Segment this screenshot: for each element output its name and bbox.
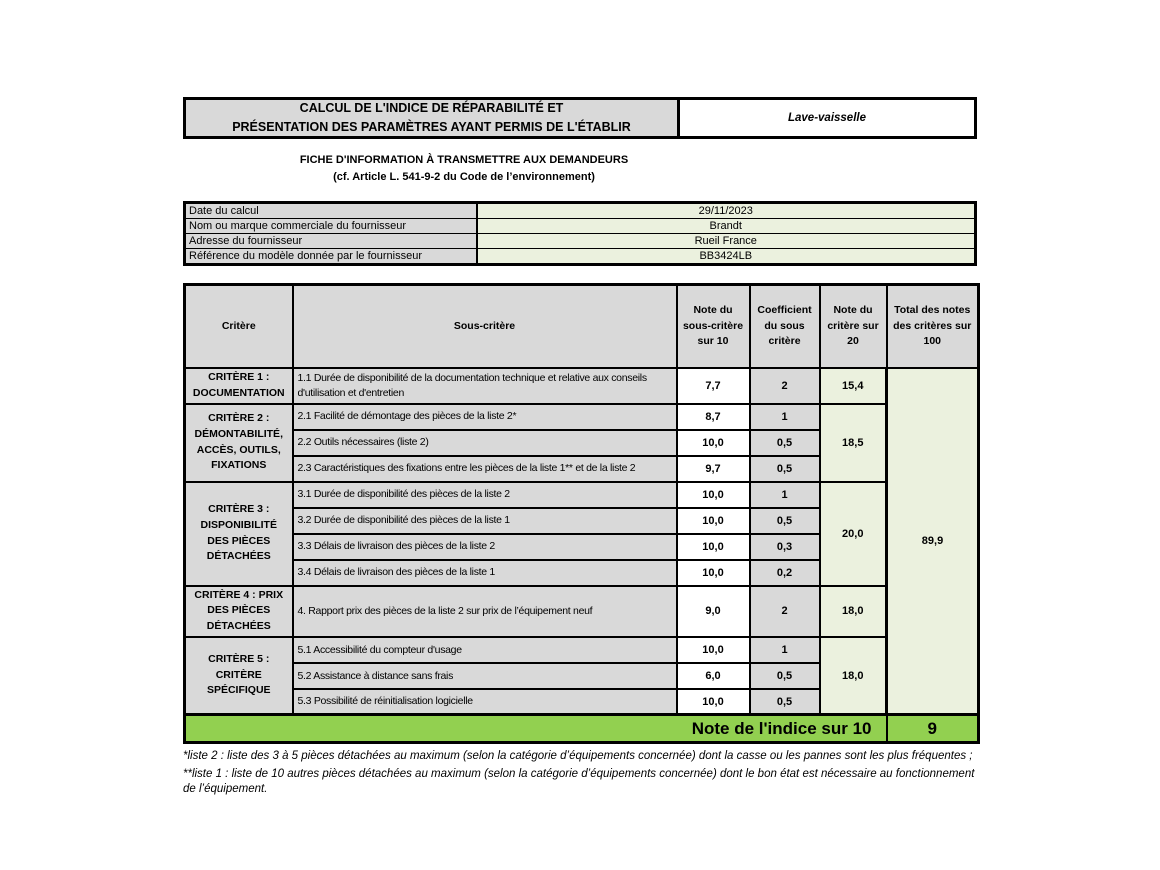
table-row: CRITÈRE 4 : PRIX DES PIÈCES DÉTACHÉES 4.… — [183, 584, 979, 638]
note10-5-1: 10,0 — [675, 635, 751, 664]
document-title-line1: CALCUL DE L'INDICE DE RÉPARABILITÉ ET — [299, 101, 564, 116]
table-row: CRITÈRE 3 : DISPONIBILITÉ DES PIÈCES DÉT… — [183, 480, 979, 587]
table-row: CRITÈRE 5 : CRITÈRE SPÉCIFIQUE 5.1 Acces… — [183, 635, 979, 716]
coeff-2-2: 0,5 — [748, 429, 821, 457]
subtitle-line2: (cf. Article L. 541-9-2 du Code de l’env… — [333, 170, 595, 183]
total-score-100: 89,9 — [885, 366, 980, 716]
coeff-3-3: 0,3 — [748, 533, 821, 561]
subcriterion-3-2: 3.2 Durée de disponibilité des pièces de… — [291, 507, 678, 535]
criterion-5-label: CRITÈRE 5 : CRITÈRE SPÉCIFIQUE — [183, 635, 294, 716]
info-label-model: Référence du modèle donnée par le fourni… — [184, 248, 478, 265]
note10-5-2: 6,0 — [675, 662, 751, 690]
info-row-brand: Nom ou marque commerciale du fournisseur… — [184, 218, 976, 234]
coeff-5-2: 0,5 — [748, 662, 821, 690]
subcriterion-5-2: 5.2 Assistance à distance sans frais — [291, 662, 678, 690]
subcriterion-2-2: 2.2 Outils nécessaires (liste 2) — [291, 429, 678, 457]
subcriterion-1-1: 1.1 Durée de disponibilité de la documen… — [291, 366, 678, 405]
note20-criterion-4: 18,0 — [818, 584, 888, 638]
coeff-2-3: 0,5 — [748, 455, 821, 483]
subcriterion-3-4: 3.4 Délais de livraison des pièces de la… — [291, 559, 678, 587]
coeff-3-2: 0,5 — [748, 507, 821, 535]
criteria-table-header-row: Critère Sous-critère Note du sous-critèr… — [183, 283, 980, 369]
table-row: CRITÈRE 2 : DÉMONTABILITÉ, ACCÈS, OUTILS… — [183, 402, 979, 483]
coeff-2-1: 1 — [748, 402, 821, 431]
header-criterion: Critère — [183, 283, 294, 369]
footnote-liste2: *liste 2 : liste des 3 à 5 pièces détach… — [183, 750, 973, 763]
info-row-date: Date du calcul 29/11/2023 — [184, 202, 976, 219]
subcriterion-2-1: 2.1 Facilité de démontage des pièces de … — [291, 402, 678, 431]
criterion-3-label: CRITÈRE 3 : DISPONIBILITÉ DES PIÈCES DÉT… — [183, 480, 294, 587]
criteria-table: Critère Sous-critère Note du sous-critèr… — [183, 283, 980, 745]
info-value-date: 29/11/2023 — [476, 202, 976, 219]
supplier-info-table: Date du calcul 29/11/2023 Nom ou marque … — [183, 201, 977, 266]
subtitle: FICHE D'INFORMATION À TRANSMETTRE AUX DE… — [183, 152, 745, 184]
note10-5-3: 10,0 — [675, 688, 751, 716]
coeff-4: 2 — [748, 584, 821, 638]
table-row: 3.2 Durée de disponibilité des pièces de… — [185, 507, 979, 535]
info-value-model: BB3424LB — [476, 248, 976, 265]
criterion-2-label: CRITÈRE 2 : DÉMONTABILITÉ, ACCÈS, OUTILS… — [183, 402, 294, 483]
info-value-address: Rueil France — [476, 233, 976, 249]
note10-3-4: 10,0 — [675, 559, 751, 587]
title-banner: CALCUL DE L'INDICE DE RÉPARABILITÉ ET PR… — [183, 97, 977, 139]
subcriterion-3-3: 3.3 Délais de livraison des pièces de la… — [291, 533, 678, 561]
table-row: CRITÈRE 1 : DOCUMENTATION 1.1 Durée de d… — [183, 366, 980, 716]
subcriterion-5-3: 5.3 Possibilité de réinitialisation logi… — [291, 688, 678, 716]
footnotes: *liste 2 : liste des 3 à 5 pièces détach… — [183, 749, 977, 797]
note10-4: 9,0 — [675, 584, 751, 638]
info-label-brand: Nom ou marque commerciale du fournisseur — [184, 218, 478, 234]
table-row: 5.2 Assistance à distance sans frais 6,0… — [185, 662, 979, 690]
note20-criterion-2: 18,5 — [818, 402, 888, 483]
info-label-address: Adresse du fournisseur — [184, 233, 478, 249]
product-type: Lave-vaisselle — [680, 100, 974, 136]
subtitle-line1: FICHE D'INFORMATION À TRANSMETTRE AUX DE… — [299, 154, 629, 166]
info-label-date: Date du calcul — [184, 202, 478, 219]
criterion-4-label: CRITÈRE 4 : PRIX DES PIÈCES DÉTACHÉES — [183, 584, 294, 638]
header-coefficient: Coefficient du sous critère — [748, 283, 821, 369]
coeff-5-1: 1 — [748, 635, 821, 664]
info-row-model: Référence du modèle donnée par le fourni… — [184, 248, 976, 265]
coeff-3-4: 0,2 — [748, 559, 821, 587]
note10-3-3: 10,0 — [675, 533, 751, 561]
header-note20: Note du critère sur 20 — [818, 283, 888, 369]
header-total: Total des notes des critères sur 100 — [885, 283, 980, 369]
note10-3-1: 10,0 — [675, 480, 751, 509]
note20-criterion-5: 18,0 — [818, 635, 888, 716]
coeff-3-1: 1 — [748, 480, 821, 509]
index-score-row: Note de l'indice sur 10 9 — [183, 713, 980, 744]
header-note10: Note du sous-critère sur 10 — [675, 283, 751, 369]
note10-1-1: 7,7 — [675, 366, 751, 405]
note10-2-2: 10,0 — [675, 429, 751, 457]
subcriterion-2-3: 2.3 Caractéristiques des fixations entre… — [291, 455, 678, 483]
repairability-index-sheet: CALCUL DE L'INDICE DE RÉPARABILITÉ ET PR… — [183, 97, 980, 799]
note20-criterion-3: 20,0 — [818, 480, 888, 587]
document-title-line2: PRÉSENTATION DES PARAMÈTRES AYANT PERMIS… — [232, 120, 631, 134]
info-value-brand: Brandt — [476, 218, 976, 234]
note10-2-1: 8,7 — [675, 402, 751, 431]
document-title: CALCUL DE L'INDICE DE RÉPARABILITÉ ET PR… — [186, 100, 680, 136]
footnote-liste1: **liste 1 : liste de 10 autres pièces dé… — [183, 767, 975, 795]
coeff-1-1: 2 — [748, 366, 821, 405]
table-row: 3.4 Délais de livraison des pièces de la… — [185, 559, 979, 587]
index-score-value: 9 — [885, 713, 980, 744]
note10-3-2: 10,0 — [675, 507, 751, 535]
subcriterion-4: 4. Rapport prix des pièces de la liste 2… — [291, 584, 678, 638]
index-score-label: Note de l'indice sur 10 — [183, 713, 888, 744]
table-row: 2.3 Caractéristiques des fixations entre… — [185, 455, 979, 483]
coeff-5-3: 0,5 — [748, 688, 821, 716]
header-sub-criterion: Sous-critère — [291, 283, 678, 369]
note20-criterion-1: 15,4 — [818, 366, 888, 405]
note10-2-3: 9,7 — [675, 455, 751, 483]
table-row: 2.2 Outils nécessaires (liste 2) 10,0 0,… — [185, 429, 979, 457]
criterion-1-label: CRITÈRE 1 : DOCUMENTATION — [183, 366, 294, 405]
info-row-address: Adresse du fournisseur Rueil France — [184, 233, 976, 249]
subcriterion-5-1: 5.1 Accessibilité du compteur d'usage — [291, 635, 678, 664]
table-row: 5.3 Possibilité de réinitialisation logi… — [185, 688, 979, 716]
table-row: 3.3 Délais de livraison des pièces de la… — [185, 533, 979, 561]
subcriterion-3-1: 3.1 Durée de disponibilité des pièces de… — [291, 480, 678, 509]
